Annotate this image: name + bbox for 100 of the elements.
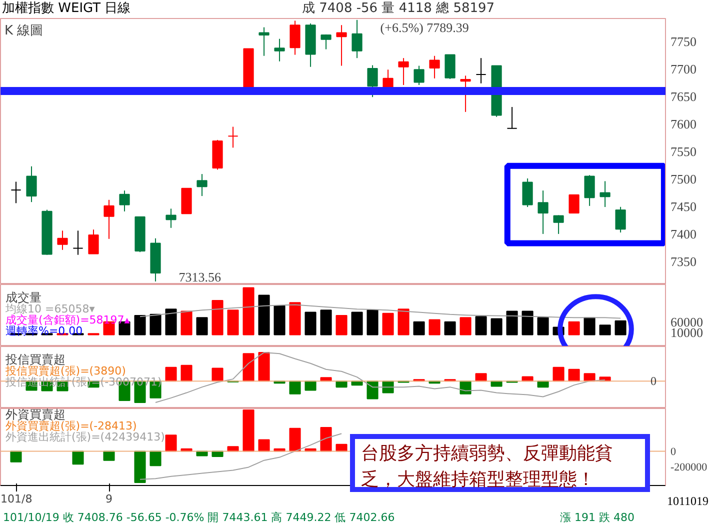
bar	[336, 315, 348, 336]
candlestick	[538, 190, 548, 234]
line-series	[140, 304, 622, 319]
candlestick	[196, 174, 208, 197]
bar	[289, 380, 301, 394]
bar	[242, 287, 254, 336]
candlestick	[553, 214, 564, 234]
y-tick-label: 7500	[670, 171, 696, 186]
bar	[180, 364, 192, 382]
annotation: 成交量(含鉅額)=58197▴	[6, 314, 130, 326]
candlestick	[398, 58, 409, 86]
bar	[196, 450, 208, 456]
candlestick	[258, 26, 270, 56]
candlestick	[88, 229, 99, 254]
bar	[134, 450, 146, 483]
candlestick	[57, 230, 68, 250]
candlestick	[104, 199, 114, 240]
y-tick-label: 7650	[670, 89, 696, 104]
x-tick-label: 101/8	[0, 492, 32, 506]
candlestick	[429, 55, 440, 79]
bar	[366, 310, 378, 336]
bar	[165, 308, 177, 336]
bar	[351, 312, 363, 336]
y-tick-label: -200000	[670, 461, 708, 474]
y-tick-label: 7550	[670, 144, 696, 159]
bar	[72, 450, 84, 465]
bar	[289, 428, 301, 452]
candlestick	[600, 180, 610, 208]
bar	[444, 321, 456, 336]
y-tick-label: 7450	[670, 198, 696, 214]
text: 漲 191 跌 480	[560, 510, 634, 526]
candlestick	[274, 38, 285, 62]
y-tick-label: 7750	[670, 34, 696, 50]
bar	[165, 366, 177, 382]
bar	[413, 321, 425, 336]
bar	[366, 380, 378, 400]
candlestick	[166, 208, 176, 228]
bar	[258, 439, 270, 452]
bar	[304, 312, 316, 336]
candlestick	[584, 174, 595, 206]
bar	[10, 450, 22, 462]
bar	[552, 366, 564, 382]
annotation: 台股多方持續弱勢、反彈動能貧乏，大盤維持箱型整理型態！	[350, 434, 650, 492]
bar	[103, 450, 115, 461]
candlestick	[72, 230, 84, 256]
candlestick	[290, 20, 300, 56]
candlestick	[352, 19, 362, 59]
bar	[599, 324, 611, 336]
bar	[196, 317, 208, 336]
bar	[584, 317, 596, 336]
x-tick-label: 9	[106, 492, 113, 506]
candlestick	[119, 190, 130, 212]
bar	[398, 308, 410, 336]
bar	[258, 294, 270, 336]
candlestick	[476, 58, 486, 84]
candlestick	[444, 54, 456, 80]
text: 101/10/19 收 7408.76 -56.65 -0.76% 開 7443.61 高 7449.22 低 7402.66	[3, 510, 395, 526]
bar	[490, 318, 502, 336]
bar	[227, 310, 239, 336]
annotation: 外資進出統計(張)=(42439413)	[6, 430, 165, 444]
annotation: 投信買賣超(張)=(3890)	[4, 364, 126, 378]
bar	[212, 368, 224, 382]
bar	[568, 368, 580, 382]
bar	[475, 316, 487, 336]
text: 1011019	[667, 493, 709, 510]
candlestick	[10, 181, 22, 204]
bar	[506, 310, 518, 336]
y-tick-label: 0	[670, 446, 676, 458]
candlestick	[228, 126, 238, 148]
text: 成交量	[6, 290, 42, 304]
candlestick	[615, 206, 626, 233]
bar	[165, 434, 177, 452]
candlestick	[506, 106, 518, 129]
bar	[460, 317, 472, 336]
bar	[537, 317, 549, 336]
candlestick	[320, 34, 332, 50]
bar	[274, 305, 286, 336]
bar	[242, 353, 254, 382]
annotation: 均線10 =65058▾	[4, 302, 96, 316]
bar	[134, 315, 146, 336]
chart-subtitle: 成 7408 -56 量 4118 總 58197	[302, 0, 495, 18]
bar	[522, 310, 534, 336]
chart-title: 外資買賣超	[6, 408, 66, 422]
bar	[614, 320, 626, 336]
candlestick	[336, 24, 347, 66]
bar	[320, 427, 332, 452]
bar	[150, 450, 162, 466]
y-tick-label: 7350	[670, 254, 696, 269]
bar	[150, 314, 162, 336]
annotation: 外資買賣超(張)=(-28413)	[6, 420, 137, 432]
bar	[212, 300, 224, 336]
bar	[289, 302, 301, 336]
y-tick-label: 7400	[670, 226, 696, 242]
annotation: (+6.5%) 7789.39	[380, 20, 469, 35]
candlestick	[522, 178, 533, 208]
bar	[320, 310, 332, 336]
bar	[428, 319, 440, 336]
annotation: K 線圖	[4, 24, 44, 38]
bar	[568, 321, 580, 336]
bar	[242, 410, 254, 452]
